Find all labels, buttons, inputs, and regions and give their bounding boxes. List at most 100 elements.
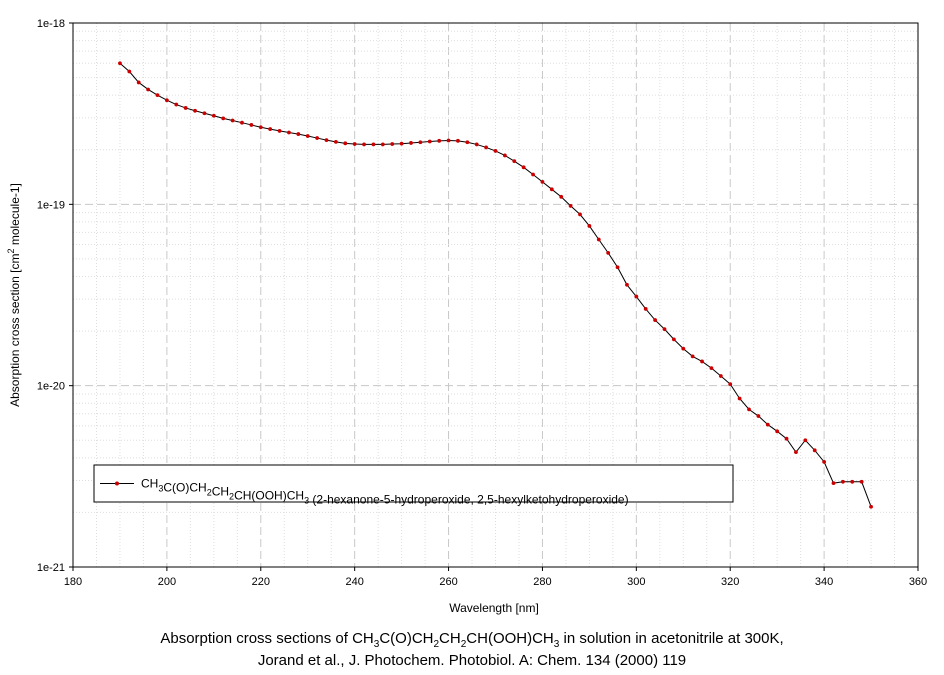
data-point (164, 98, 169, 103)
data-point (127, 69, 132, 74)
axis-ticks: 180 200 220 240 260 280 300 320 340 360 1e-21 1e-20… (37, 18, 927, 588)
data-point (502, 153, 507, 158)
data-point (202, 111, 207, 116)
data-point (183, 106, 188, 110)
data-point (615, 265, 620, 270)
data-point (831, 481, 836, 486)
data-point (700, 359, 704, 364)
data-point (474, 142, 479, 147)
data-point (728, 382, 733, 387)
data-point (352, 142, 357, 146)
data-point (465, 140, 470, 145)
data-point (315, 136, 320, 140)
x-tick-label: 260 (439, 576, 457, 588)
data-point (493, 149, 498, 153)
x-tick-label: 280 (533, 576, 551, 588)
data-point (258, 125, 263, 130)
data-point (549, 187, 554, 192)
data-point (756, 414, 761, 418)
series-layer (118, 61, 873, 509)
data-point (775, 429, 780, 434)
data-point (484, 145, 489, 150)
data-point (118, 61, 122, 66)
data-point (681, 346, 686, 351)
caption-line-2: Jorand et al., J. Photochem. Photobiol. … (257, 652, 687, 669)
data-point (606, 250, 611, 255)
data-point (859, 479, 864, 484)
data-point (531, 172, 535, 177)
data-point (324, 138, 329, 143)
x-tick-label: 300 (627, 576, 645, 588)
data-point (540, 179, 545, 184)
data-point (512, 159, 517, 164)
data-point (671, 337, 676, 342)
data-point (343, 141, 348, 146)
data-point (869, 504, 873, 509)
data-point (221, 116, 226, 121)
data-point (193, 108, 197, 113)
data-point (521, 165, 526, 170)
data-point (437, 138, 442, 143)
data-point (718, 374, 723, 378)
data-point (653, 318, 658, 322)
y-tick-label: 1e-18 (37, 18, 65, 30)
legend: CH3C(O)CH2CH2CH(OOH)CH3 (2-hexanone-5-hy… (93, 464, 734, 507)
y-tick-label: 1e-21 (37, 562, 65, 574)
data-point (803, 438, 808, 443)
chart: 180 200 220 240 260 280 300 320 340 360 1e-21 1e-20… (6, 18, 927, 615)
x-tick-label: 340 (815, 576, 833, 588)
data-point (287, 130, 291, 135)
data-point (625, 282, 629, 287)
plot-frame (72, 22, 919, 568)
data-point (211, 113, 216, 118)
data-point (784, 436, 789, 441)
data-point (390, 142, 395, 146)
x-tick-label: 360 (909, 576, 927, 588)
data-point (578, 212, 582, 217)
data-point (850, 479, 855, 484)
data-point (399, 141, 404, 146)
data-point (418, 140, 423, 145)
data-point (136, 80, 141, 85)
data-point (643, 307, 648, 311)
legend-label: CH3C(O)CH2CH2CH(OOH)CH3 (2-hexanone-5-hy… (141, 477, 629, 507)
data-point (812, 448, 817, 453)
data-point (662, 327, 667, 332)
x-tick-label: 180 (64, 576, 82, 588)
data-point (568, 204, 573, 208)
y-tick-label: 1e-19 (37, 199, 65, 211)
data-point (362, 142, 366, 147)
data-point (765, 422, 770, 427)
data-point (296, 132, 301, 136)
data-point (371, 142, 376, 147)
data-point (587, 224, 592, 228)
x-tick-label: 200 (158, 576, 176, 588)
data-point (230, 118, 235, 123)
x-tick-label: 240 (345, 576, 363, 588)
data-point (794, 450, 798, 455)
data-point (690, 354, 695, 359)
data-point (380, 142, 385, 147)
data-point (822, 459, 827, 464)
data-point (268, 127, 273, 131)
data-point (747, 407, 751, 412)
data-point (155, 93, 160, 98)
data-point (277, 129, 282, 133)
caption-line-1: Absorption cross sections of CH3C(O)CH2C… (160, 630, 784, 650)
data-point (427, 139, 432, 144)
data-point (146, 87, 151, 92)
y-axis-label: Absorption cross section [cm2 molecule-1… (6, 183, 22, 407)
legend-marker-swatch (115, 481, 119, 486)
x-tick-label: 320 (721, 576, 739, 588)
data-point (446, 138, 451, 143)
legend-box (93, 464, 734, 503)
data-point (249, 123, 254, 127)
data-point (559, 194, 564, 199)
data-point (456, 138, 460, 143)
x-axis-label: Wavelength [nm] (449, 601, 539, 615)
data-point (305, 134, 310, 138)
data-point (709, 366, 714, 370)
data-point (409, 141, 413, 145)
data-point (840, 479, 845, 484)
x-tick-label: 220 (252, 576, 270, 588)
